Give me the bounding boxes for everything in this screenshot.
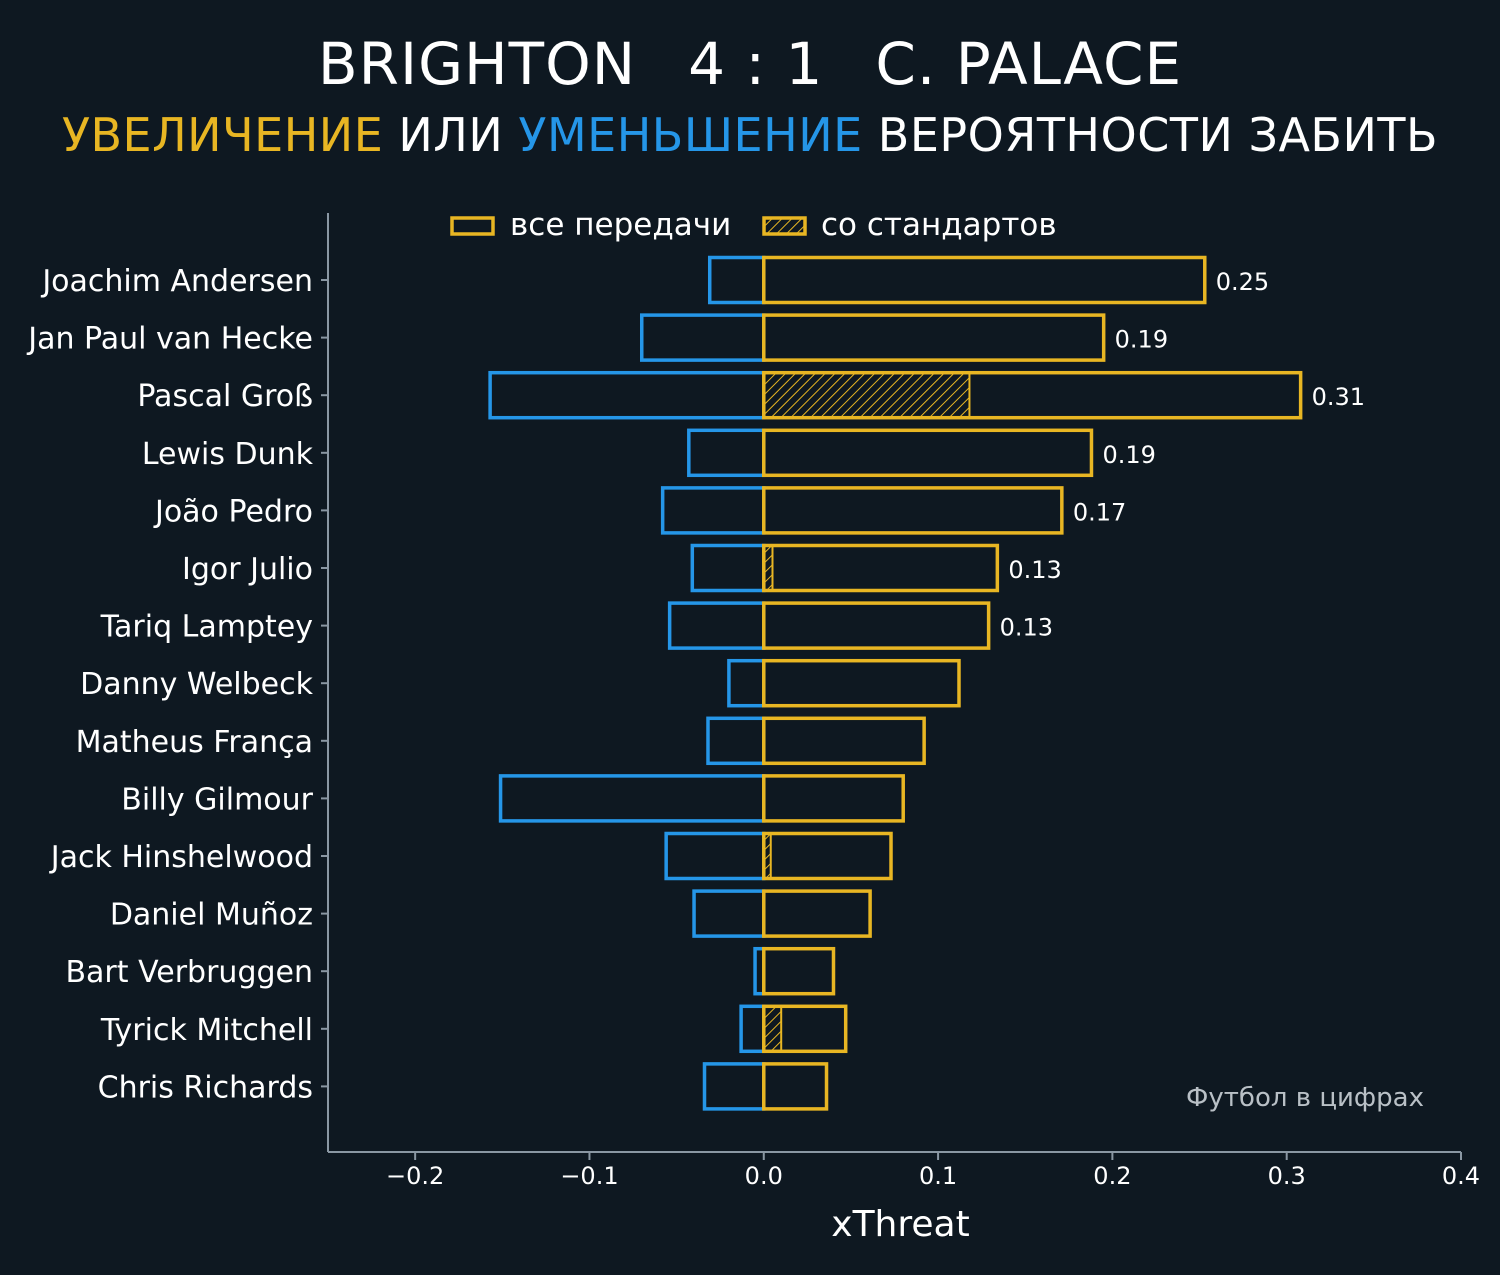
subtitle-increase: УВЕЛИЧЕНИЕ xyxy=(61,108,384,162)
match-title: BRIGHTON 4 : 1 C. PALACE xyxy=(0,30,1500,98)
subtitle-decrease: УМЕНЬШЕНИЕ xyxy=(518,108,863,162)
x-tick-label: 0.0 xyxy=(745,1162,783,1190)
legend: все передачи со стандартов xyxy=(450,207,1057,243)
away-team: C. PALACE xyxy=(875,30,1183,98)
increase-bar xyxy=(762,658,961,708)
decrease-bar xyxy=(667,601,766,650)
data-label: 0.13 xyxy=(1008,556,1061,584)
category-label: Joachim Andersen xyxy=(40,264,313,299)
increase-bar xyxy=(762,889,872,938)
category-label: Matheus França xyxy=(76,725,313,760)
legend-all-passes-swatch xyxy=(450,216,495,236)
data-label: 0.17 xyxy=(1073,498,1126,526)
category-label: Tariq Lamptey xyxy=(100,610,313,645)
x-tick-label: 0.2 xyxy=(1093,1162,1131,1190)
data-label: 0.31 xyxy=(1312,383,1365,411)
subtitle-or: ИЛИ xyxy=(383,108,519,162)
increase-bar xyxy=(762,774,905,823)
increase-bar xyxy=(762,946,836,996)
increase-bar xyxy=(762,313,1106,362)
data-label: 0.25 xyxy=(1216,268,1269,296)
increase-bar xyxy=(762,486,1064,535)
bars-layer: 0.25 0.19 0.31 0.19 0.17 0.13 0.13 xyxy=(488,255,1365,1111)
x-tick-label: −0.1 xyxy=(560,1162,618,1190)
decrease-bar xyxy=(692,889,766,938)
category-label: Bart Verbruggen xyxy=(65,955,313,990)
x-tick-label: −0.2 xyxy=(386,1162,444,1190)
x-tick-label: 0.4 xyxy=(1442,1162,1480,1190)
decrease-bar xyxy=(702,1062,766,1111)
data-label: 0.13 xyxy=(1000,614,1053,642)
decrease-bar xyxy=(488,370,766,420)
increase-bar xyxy=(762,831,893,881)
increase-bar xyxy=(762,370,1303,420)
data-label: 0.19 xyxy=(1115,326,1168,354)
x-axis-title: xThreat xyxy=(831,1204,969,1245)
match-score: 4 : 1 xyxy=(688,30,824,98)
decrease-bar xyxy=(727,658,766,708)
chart-subtitle: УВЕЛИЧЕНИЕ ИЛИ УМЕНЬШЕНИЕ ВЕРОЯТНОСТИ ЗА… xyxy=(0,108,1500,162)
legend-set-pieces-swatch xyxy=(762,216,807,236)
decrease-bar xyxy=(664,831,766,881)
category-label: Jan Paul van Hecke xyxy=(26,322,313,357)
x-tick-label: 0.1 xyxy=(919,1162,957,1190)
increase-bar xyxy=(762,1062,829,1111)
category-label: Daniel Muñoz xyxy=(110,898,313,933)
decrease-bar xyxy=(739,1004,766,1054)
category-label: Lewis Dunk xyxy=(142,437,314,472)
category-label: Danny Welbeck xyxy=(80,667,313,702)
legend-set-pieces-label: со стандартов xyxy=(821,207,1057,243)
category-label: João Pedro xyxy=(153,494,313,529)
axes-layer: Joachim Andersen Jan Paul van Hecke Pascal… xyxy=(26,213,1480,1245)
x-tick-label: 0.3 xyxy=(1268,1162,1306,1190)
increase-bar xyxy=(762,601,991,650)
decrease-bar xyxy=(660,486,766,535)
decrease-bar xyxy=(640,313,766,362)
increase-bar xyxy=(762,255,1207,305)
decrease-bar xyxy=(690,543,766,593)
increase-bar xyxy=(762,716,926,766)
category-label: Tyrick Mitchell xyxy=(100,1013,313,1048)
category-label: Pascal Groß xyxy=(137,379,313,414)
category-label: Igor Julio xyxy=(182,552,313,587)
decrease-bar xyxy=(687,428,766,478)
increase-bar xyxy=(762,428,1094,478)
subtitle-rest: ВЕРОЯТНОСТИ ЗАБИТЬ xyxy=(862,108,1439,162)
data-label: 0.19 xyxy=(1102,441,1155,469)
decrease-bar xyxy=(706,716,766,766)
decrease-bar xyxy=(498,774,766,823)
decrease-bar xyxy=(707,255,766,305)
category-label: Chris Richards xyxy=(98,1070,313,1105)
category-label: Jack Hinshelwood xyxy=(49,840,313,875)
set-piece-bar xyxy=(762,371,971,419)
increase-bar xyxy=(762,543,1000,593)
watermark: Футбол в цифрах xyxy=(1186,1083,1424,1113)
increase-bar xyxy=(762,1004,848,1054)
set-piece-bar xyxy=(762,1005,783,1053)
home-team: BRIGHTON xyxy=(317,30,637,98)
legend-all-passes-label: все передачи xyxy=(510,207,731,243)
category-label: Billy Gilmour xyxy=(121,782,313,817)
